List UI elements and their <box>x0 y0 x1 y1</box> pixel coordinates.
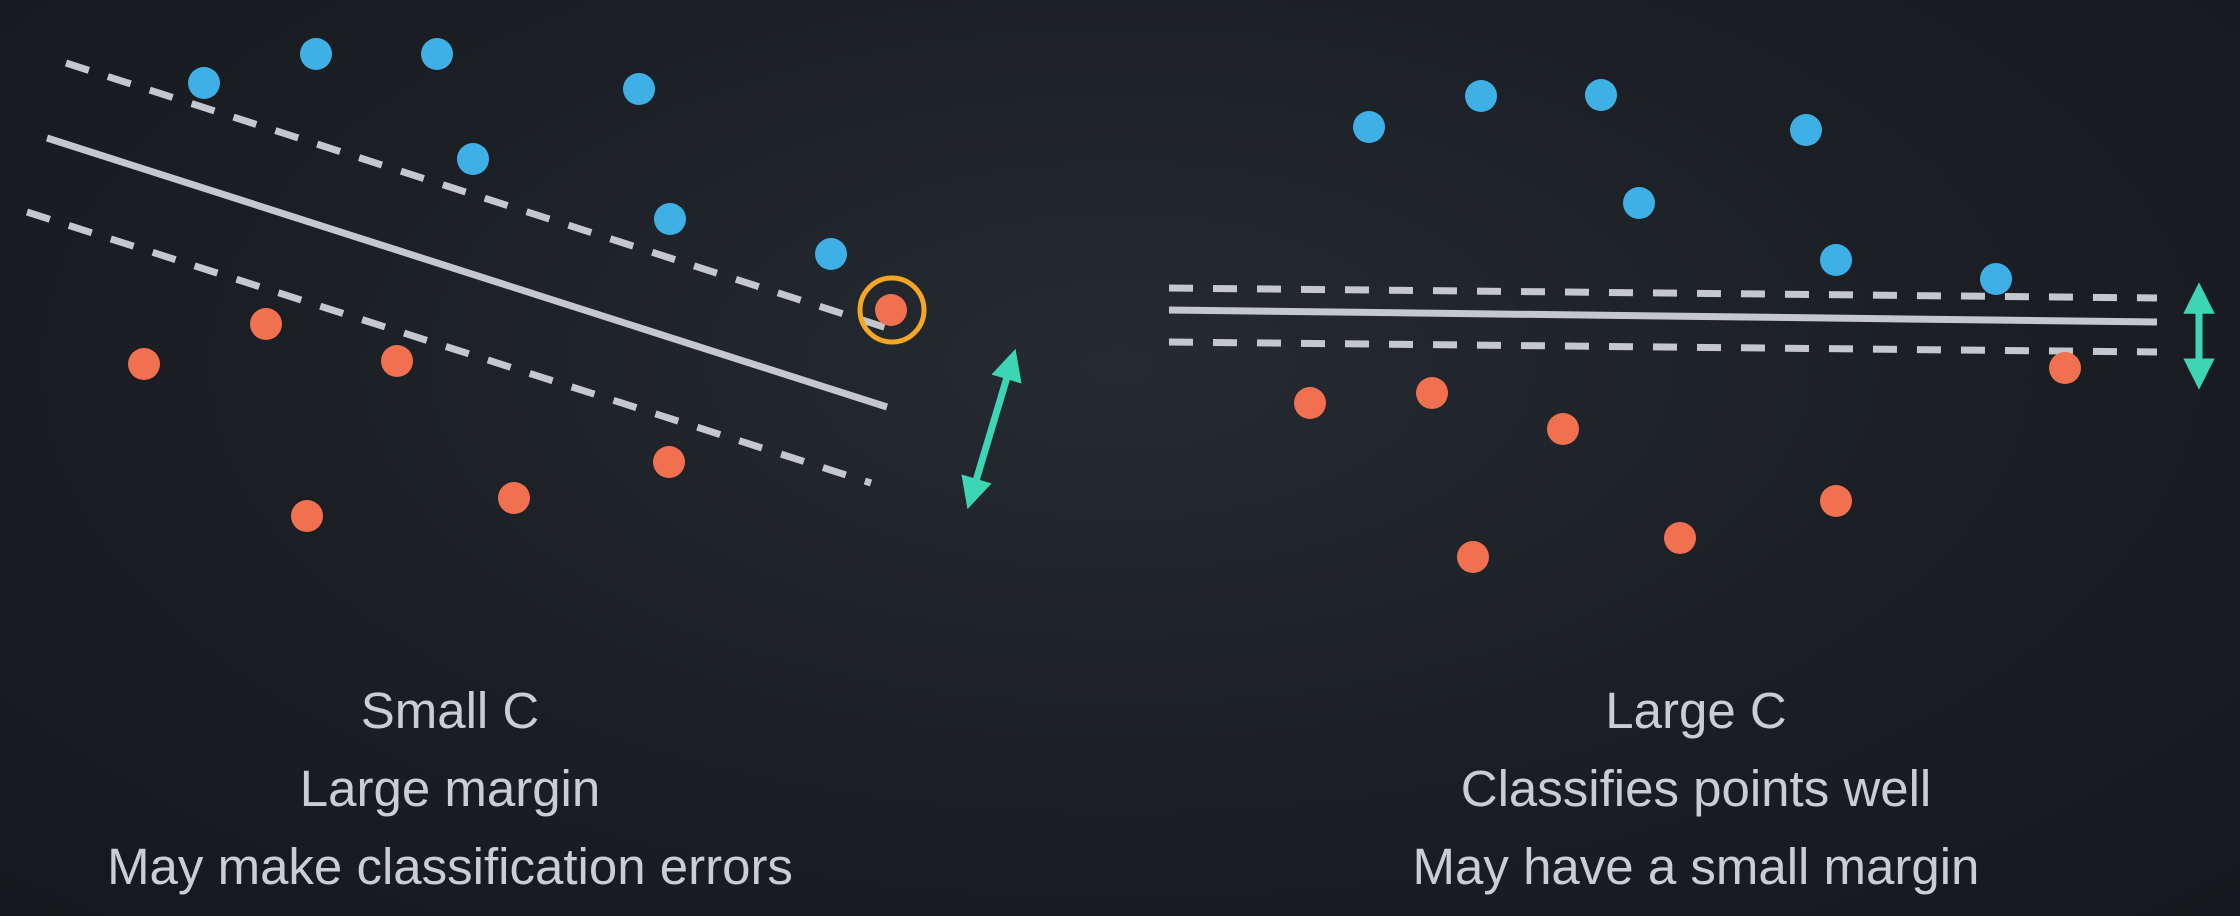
left-decision-boundary <box>45 134 889 411</box>
orange-point <box>1294 387 1326 419</box>
left-margin-line-upper <box>64 59 895 334</box>
orange-point <box>1416 377 1448 409</box>
orange-point <box>1820 485 1852 517</box>
orange-point <box>1547 413 1579 445</box>
orange-point <box>128 348 160 380</box>
blue-point <box>654 203 686 235</box>
orange-point <box>498 482 530 514</box>
left-orange-points <box>128 275 927 532</box>
orange-point <box>381 345 413 377</box>
misclassified-orange-point <box>875 294 907 326</box>
blue-point <box>623 73 655 105</box>
orange-point <box>2049 352 2081 384</box>
left-margin-width-arrow <box>961 348 1022 510</box>
right-caption: Large C Classifies points well May have … <box>1246 672 2146 906</box>
blue-point <box>815 238 847 270</box>
blue-point <box>1465 80 1497 112</box>
left-caption-errors: May make classification errors <box>107 838 793 895</box>
blue-point <box>1980 263 2012 295</box>
orange-point <box>291 500 323 532</box>
right-orange-points <box>1294 352 2081 573</box>
blue-point <box>1585 79 1617 111</box>
right-margin-line-upper <box>1168 284 2158 302</box>
blue-point <box>1623 187 1655 219</box>
misclassification-highlight-ring <box>857 275 927 345</box>
blue-point <box>1790 114 1822 146</box>
left-blue-points <box>188 38 847 270</box>
blue-point <box>188 67 220 99</box>
orange-point <box>1457 541 1489 573</box>
blue-point <box>300 38 332 70</box>
right-caption-margin: May have a small margin <box>1412 838 1980 895</box>
left-margin-line-lower <box>25 208 873 487</box>
right-blue-points <box>1353 79 2012 295</box>
right-margin-line-lower <box>1168 338 2158 356</box>
left-caption: Small C Large margin May make classifica… <box>0 672 900 906</box>
right-caption-classification: Classifies points well <box>1460 760 1932 817</box>
left-caption-title: Small C <box>360 682 540 739</box>
left-panel-plot <box>25 38 1022 532</box>
blue-point <box>1353 111 1385 143</box>
blue-point <box>421 38 453 70</box>
blue-point <box>457 143 489 175</box>
blue-point <box>1820 244 1852 276</box>
orange-point <box>1664 522 1696 554</box>
orange-point <box>250 308 282 340</box>
orange-point <box>653 446 685 478</box>
right-caption-title: Large C <box>1605 682 1787 739</box>
right-panel-plot <box>1168 79 2215 573</box>
left-caption-margin: Large margin <box>299 760 601 817</box>
right-decision-boundary <box>1168 306 2158 326</box>
